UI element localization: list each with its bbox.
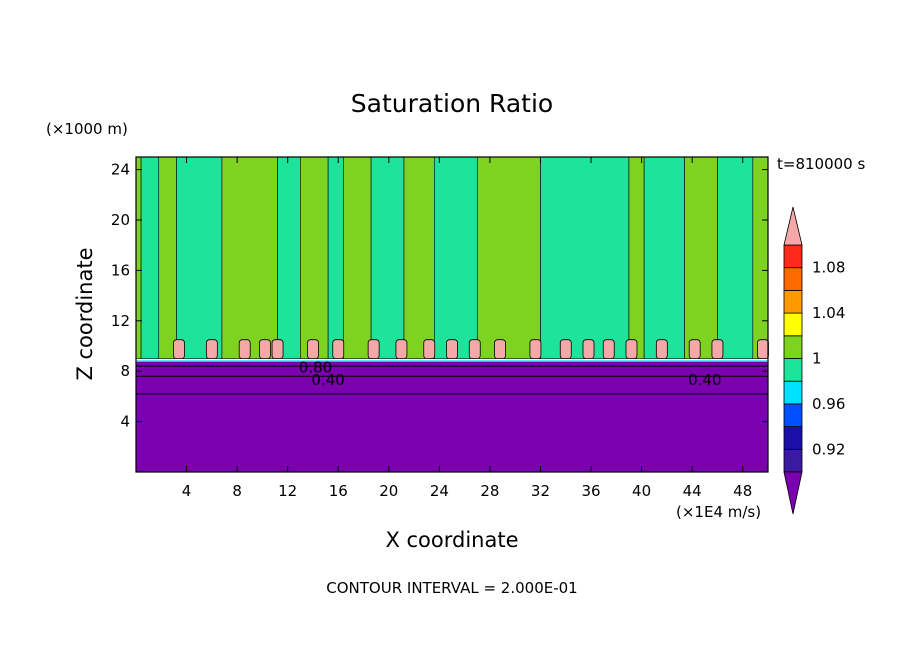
x-tick-label: 48: [733, 482, 752, 500]
x-tick-label: 28: [480, 482, 499, 500]
x-tick-label: 16: [329, 482, 348, 500]
cloud-cell: [582, 339, 595, 360]
upper-band: [327, 156, 344, 359]
x-unit-label: (×1E4 m/s): [676, 503, 761, 521]
plot-area: 0.800.40 0.40: [135, 156, 769, 473]
upper-band: [628, 156, 645, 359]
upper-band: [476, 156, 541, 359]
cloud-cell: [655, 339, 668, 360]
cloud-cell: [423, 339, 436, 360]
x-tick-label: 36: [581, 482, 600, 500]
cloud-cell: [688, 339, 701, 360]
colorbar-below-arrow: [783, 471, 803, 515]
x-tick-label: 8: [232, 482, 242, 500]
y-tick-label: 24: [111, 161, 130, 179]
cloud-cell: [494, 339, 506, 360]
colorbar-segment: [783, 267, 803, 291]
upper-band: [540, 156, 630, 359]
colorbar: 0.92 0.96 1 1.04 1.08: [783, 206, 845, 515]
cloud-cell: [757, 339, 769, 360]
cloud-cell: [307, 339, 319, 360]
contour-interval-footer: CONTOUR INTERVAL = 2.000E-01: [326, 579, 577, 597]
cloud-cell: [559, 339, 572, 360]
y-unit-label: (×1000 m): [46, 120, 128, 138]
colorbar-tick-label: 1.08: [812, 259, 845, 277]
contour-label: 0.80: [299, 358, 332, 376]
colorbar-segment: [783, 380, 803, 405]
chart-title: Saturation Ratio: [351, 89, 553, 118]
x-tick-label: 4: [182, 482, 192, 500]
y-tick-label: 4: [120, 413, 130, 431]
cloud-cell: [259, 339, 271, 360]
contour-label: 0.40: [688, 371, 721, 389]
cloud-cell: [238, 339, 251, 360]
upper-band: [684, 156, 718, 359]
cloud-cell: [468, 339, 481, 360]
colorbar-tick-label: 0.96: [812, 395, 845, 413]
x-tick-label: 20: [379, 482, 398, 500]
plot-frame: [135, 156, 769, 473]
y-tick-label: 8: [120, 362, 130, 380]
cloud-cell: [529, 339, 542, 360]
x-axis: 4 8 12 16 20 24 28 32 36 40 44 48: [182, 157, 752, 500]
y-tick-label: 12: [111, 312, 130, 330]
colorbar-segment: [783, 426, 803, 450]
upper-band: [434, 156, 478, 359]
cloud-cell: [271, 339, 284, 360]
colorbar-tick-label: 1: [812, 350, 822, 368]
upper-band: [135, 156, 142, 359]
colorbar-segment: [783, 335, 803, 359]
upper-band: [643, 156, 685, 359]
upper-band: [752, 156, 769, 359]
colorbar-tick-label: 0.92: [812, 440, 845, 458]
time-label: t=810000 s: [777, 155, 865, 173]
cloud-cell: [332, 339, 345, 360]
colorbar-segment: [783, 358, 803, 382]
x-tick-label: 24: [430, 482, 449, 500]
x-tick-label: 44: [683, 482, 702, 500]
upper-band: [221, 156, 278, 359]
colorbar-above-arrow: [783, 206, 803, 246]
cloud-cell: [205, 339, 218, 360]
y-axis: 4 8 12 16 20 24: [111, 161, 768, 431]
x-axis-label: X coordinate: [385, 528, 518, 552]
cloud-cell: [367, 339, 380, 360]
upper-band: [158, 156, 177, 359]
x-tick-label: 32: [531, 482, 550, 500]
upper-band: [300, 156, 329, 359]
colorbar-tick-label: 1.04: [812, 304, 845, 322]
upper-band: [717, 156, 754, 359]
colorbar-segment: [783, 289, 803, 314]
upper-band: [140, 156, 160, 359]
x-tick-label: 40: [632, 482, 651, 500]
cloud-cell: [395, 339, 408, 360]
cloud-cell: [602, 339, 615, 360]
colorbar-segment: [783, 312, 803, 337]
upper-band: [277, 156, 301, 359]
colorbar-segment: [783, 403, 803, 427]
cloud-cell: [711, 339, 724, 360]
colorbar-segment: [783, 448, 803, 473]
y-tick-label: 16: [111, 261, 130, 279]
upper-band: [342, 156, 372, 359]
colorbar-segment: [783, 244, 803, 269]
upper-band: [176, 156, 223, 359]
x-tick-label: 12: [278, 482, 297, 500]
y-axis-label: Z coordinate: [73, 247, 97, 380]
y-tick-label: 20: [111, 211, 130, 229]
cloud-cell: [446, 339, 458, 360]
contour-label: 0.40: [311, 371, 344, 389]
cloud-cell: [173, 339, 185, 360]
upper-band: [370, 156, 405, 359]
cloud-cell: [625, 339, 638, 360]
upper-band: [403, 156, 435, 359]
lower-layer: [136, 361, 768, 472]
